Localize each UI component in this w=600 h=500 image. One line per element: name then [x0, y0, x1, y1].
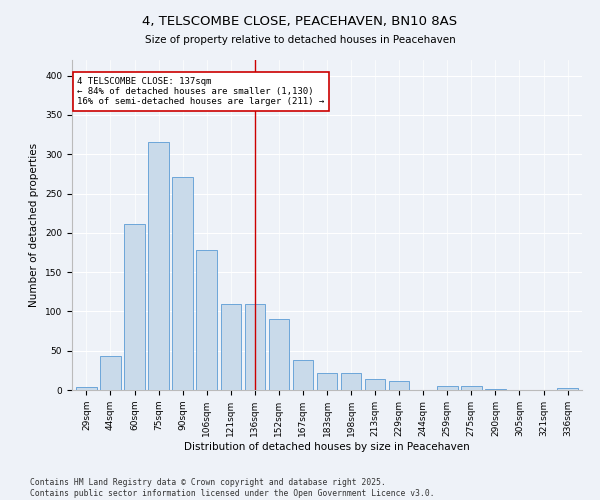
Bar [172, 177, 193, 390]
Bar [100, 356, 121, 390]
Bar [245, 304, 265, 390]
X-axis label: Distribution of detached houses by size in Peacehaven: Distribution of detached houses by size … [184, 442, 470, 452]
Bar [196, 250, 217, 390]
Text: 4, TELSCOMBE CLOSE, PEACEHAVEN, BN10 8AS: 4, TELSCOMBE CLOSE, PEACEHAVEN, BN10 8AS [142, 15, 458, 28]
Bar [485, 389, 506, 390]
Y-axis label: Number of detached properties: Number of detached properties [29, 143, 40, 307]
Bar [293, 360, 313, 390]
Bar [437, 386, 458, 390]
Text: Contains HM Land Registry data © Crown copyright and database right 2025.
Contai: Contains HM Land Registry data © Crown c… [30, 478, 434, 498]
Text: Size of property relative to detached houses in Peacehaven: Size of property relative to detached ho… [145, 35, 455, 45]
Bar [461, 386, 482, 390]
Text: 4 TELSCOMBE CLOSE: 137sqm
← 84% of detached houses are smaller (1,130)
16% of se: 4 TELSCOMBE CLOSE: 137sqm ← 84% of detac… [77, 76, 325, 106]
Bar [148, 142, 169, 390]
Bar [76, 387, 97, 390]
Bar [389, 380, 409, 390]
Bar [221, 304, 241, 390]
Bar [341, 372, 361, 390]
Bar [269, 318, 289, 390]
Bar [317, 372, 337, 390]
Bar [124, 224, 145, 390]
Bar [365, 379, 385, 390]
Bar [557, 388, 578, 390]
